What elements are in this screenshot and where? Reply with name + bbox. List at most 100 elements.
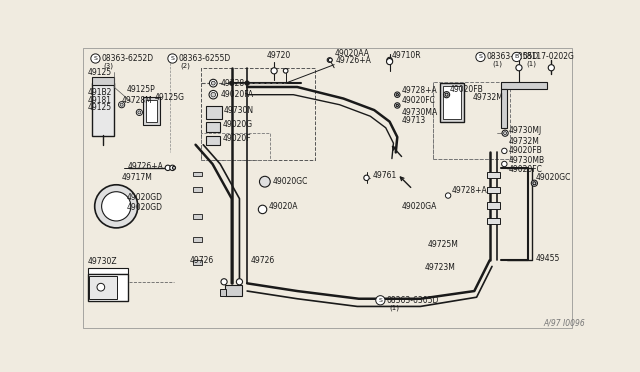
Circle shape <box>516 65 522 71</box>
Circle shape <box>395 103 400 108</box>
Text: 49713: 49713 <box>401 116 426 125</box>
Circle shape <box>328 58 332 62</box>
Text: 49730MA: 49730MA <box>401 108 437 117</box>
Text: 49730MB: 49730MB <box>509 155 545 165</box>
Bar <box>88 274 128 301</box>
Circle shape <box>502 130 508 136</box>
Text: 49761: 49761 <box>372 171 397 180</box>
Bar <box>225 285 242 296</box>
Circle shape <box>395 92 400 97</box>
Text: (1): (1) <box>390 305 399 311</box>
Bar <box>440 83 464 122</box>
Text: (1): (1) <box>526 61 536 67</box>
Text: 49020FB: 49020FB <box>509 147 543 155</box>
Bar <box>97 195 111 217</box>
Circle shape <box>327 58 332 62</box>
Bar <box>488 202 500 209</box>
Circle shape <box>118 102 125 108</box>
Circle shape <box>138 111 141 114</box>
Text: 49020GD: 49020GD <box>126 193 163 202</box>
Bar <box>443 86 461 119</box>
Circle shape <box>259 205 267 214</box>
Text: 49181: 49181 <box>88 96 112 105</box>
Bar <box>206 135 220 145</box>
Bar <box>220 289 227 296</box>
Bar <box>488 218 500 224</box>
Circle shape <box>271 68 277 74</box>
Text: S: S <box>479 54 483 60</box>
Circle shape <box>445 193 451 198</box>
Text: (3): (3) <box>103 62 113 69</box>
Text: 49726+A: 49726+A <box>336 56 372 65</box>
Text: 49125G: 49125G <box>155 93 185 102</box>
Circle shape <box>531 180 538 186</box>
Bar <box>433 81 511 158</box>
Text: 49020G: 49020G <box>223 120 253 129</box>
Bar <box>201 133 270 160</box>
Circle shape <box>502 148 507 154</box>
Text: 49020FC: 49020FC <box>509 165 543 174</box>
Text: 49728M: 49728M <box>122 96 152 105</box>
Text: 49730Z: 49730Z <box>88 257 117 266</box>
Text: 49020GA: 49020GA <box>401 202 436 211</box>
Bar <box>143 97 160 125</box>
Text: 49020FB: 49020FB <box>450 85 483 94</box>
Bar <box>193 214 202 219</box>
Text: 49020AA: 49020AA <box>334 49 369 58</box>
Circle shape <box>504 132 507 135</box>
Text: 49726+A: 49726+A <box>128 162 164 171</box>
Text: 49020GC: 49020GC <box>536 173 572 182</box>
Bar <box>193 237 202 242</box>
Bar <box>88 268 128 274</box>
Text: 49125P: 49125P <box>126 85 155 94</box>
Bar <box>488 172 500 178</box>
Circle shape <box>512 52 521 62</box>
Circle shape <box>548 65 554 71</box>
Bar <box>92 83 114 135</box>
Circle shape <box>396 104 399 107</box>
Circle shape <box>387 58 393 65</box>
Text: 49732M: 49732M <box>473 93 504 102</box>
Circle shape <box>97 283 105 291</box>
Bar <box>193 260 202 265</box>
Text: 49728+A: 49728+A <box>401 86 437 95</box>
Bar <box>193 187 202 192</box>
Circle shape <box>168 54 177 63</box>
Text: 49717M: 49717M <box>122 173 152 182</box>
Text: 49020GD: 49020GD <box>126 203 163 212</box>
Circle shape <box>236 279 243 285</box>
Bar <box>193 172 202 176</box>
Circle shape <box>95 185 138 228</box>
Text: (1): (1) <box>493 61 503 67</box>
Text: 49720: 49720 <box>266 51 291 60</box>
Circle shape <box>91 54 100 63</box>
Text: 49723M: 49723M <box>424 263 455 272</box>
Text: 49728+A: 49728+A <box>451 186 487 195</box>
Circle shape <box>211 81 215 85</box>
Circle shape <box>136 109 143 115</box>
Text: 08363-6305D: 08363-6305D <box>387 296 439 305</box>
Bar <box>206 106 221 119</box>
Text: 49020FA: 49020FA <box>220 90 253 99</box>
Text: 49710R: 49710R <box>392 51 422 60</box>
Circle shape <box>230 81 234 86</box>
Text: 49726: 49726 <box>251 256 275 265</box>
Text: 49730MJ: 49730MJ <box>509 126 542 135</box>
Bar <box>488 187 500 193</box>
Circle shape <box>245 81 250 86</box>
Circle shape <box>387 57 392 63</box>
Text: S: S <box>170 56 174 61</box>
Circle shape <box>445 93 448 96</box>
Text: 08117-0202G: 08117-0202G <box>523 52 575 61</box>
Circle shape <box>533 182 536 185</box>
Text: 49455: 49455 <box>536 254 560 263</box>
Circle shape <box>172 166 175 169</box>
Circle shape <box>211 92 216 97</box>
Text: 49728: 49728 <box>220 78 244 88</box>
Text: 08363-6255D: 08363-6255D <box>486 52 539 61</box>
Circle shape <box>170 165 175 170</box>
Text: 49725M: 49725M <box>428 240 459 249</box>
Circle shape <box>284 68 288 73</box>
Circle shape <box>209 90 218 99</box>
Text: 49732M: 49732M <box>509 137 540 146</box>
